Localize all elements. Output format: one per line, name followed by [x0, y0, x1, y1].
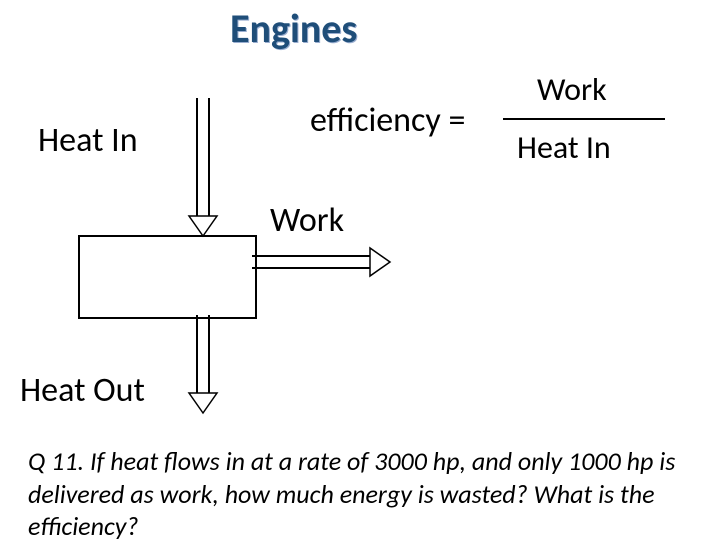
equation-denominator: Heat In — [517, 128, 611, 167]
label-heat-in: Heat In — [38, 120, 138, 161]
arrow-heat-out — [185, 315, 221, 415]
label-work: Work — [270, 200, 344, 241]
equation-fraction-line — [503, 118, 665, 120]
engine-box — [78, 235, 257, 319]
page-title: Engines — [230, 4, 357, 53]
question-text: Q 11. If heat flows in at a rate of 3000… — [28, 445, 693, 540]
equation-numerator: Work — [537, 70, 607, 109]
equation-lhs: efficiency = — [310, 100, 465, 141]
arrow-work — [252, 244, 392, 280]
label-heat-out: Heat Out — [20, 370, 145, 411]
arrow-heat-in — [185, 98, 221, 238]
slide-canvas: Engines Heat In Heat Out Work efficiency… — [0, 0, 720, 540]
